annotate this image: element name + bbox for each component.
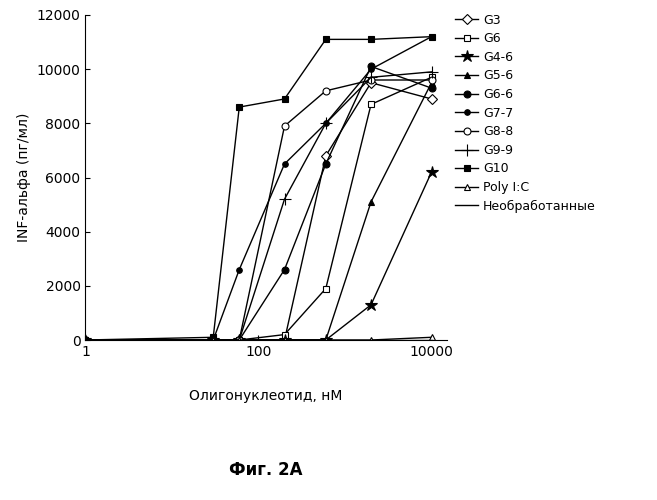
Poly I:C [81,337,89,343]
G4-6 [81,337,89,343]
Line: G3: G3 [82,79,435,344]
G9-9 [235,337,243,343]
Poly I:C [235,337,243,343]
Line: G8-8: G8-8 [82,76,435,344]
Line: G5-6: G5-6 [82,79,435,344]
Poly I:C [428,334,436,340]
Line: G7-7: G7-7 [83,34,434,343]
G7-7 [428,34,436,40]
Line: G6: G6 [82,74,435,344]
G6-6 [81,337,89,343]
G10 [428,34,436,40]
Необработанные [81,337,89,343]
G7-7 [210,337,217,343]
Text: Олигонуклеотид, нМ: Олигонуклеотид, нМ [189,389,343,403]
Poly I:C [367,337,375,343]
G8-8 [428,77,436,83]
Необработанные [428,337,436,343]
G10 [367,36,375,43]
G9-9 [81,337,89,343]
Legend: G3, G6, G4-6, G5-6, G6-6, G7-7, G8-8, G9-9, G10, Poly I:C, Необработанные: G3, G6, G4-6, G5-6, G6-6, G7-7, G8-8, G9… [451,8,600,218]
G4-6 [428,169,436,175]
G5-6 [210,337,217,343]
Необработанные [210,337,217,343]
G6-6 [235,337,243,343]
G3 [281,337,288,343]
G10 [235,104,243,110]
Line: G9-9: G9-9 [80,66,437,345]
Line: G10: G10 [82,33,435,344]
Y-axis label: INF-альфа (пг/мл): INF-альфа (пг/мл) [17,113,31,242]
Poly I:C [210,337,217,343]
G5-6 [81,337,89,343]
G3 [367,80,375,86]
G10 [210,334,217,340]
G4-6 [367,302,375,308]
Text: Фиг. 2А: Фиг. 2А [229,461,303,479]
Line: G6-6: G6-6 [82,63,435,344]
G3 [322,153,330,159]
G6-6 [367,64,375,70]
G7-7 [322,120,330,126]
G9-9 [367,74,375,80]
G9-9 [281,196,288,202]
G6 [81,337,89,343]
Line: G4-6: G4-6 [79,166,438,346]
G7-7 [281,161,288,167]
G10 [322,36,330,43]
G6-6 [322,161,330,167]
Line: Poly I:C: Poly I:C [82,334,435,344]
G9-9 [322,120,330,126]
G6 [428,74,436,80]
G10 [281,96,288,102]
G6-6 [210,337,217,343]
G9-9 [428,69,436,75]
G3 [210,337,217,343]
G6 [322,286,330,292]
G6 [235,337,243,343]
G4-6 [281,337,288,343]
G8-8 [81,337,89,343]
G8-8 [281,123,288,129]
G10 [81,337,89,343]
G6-6 [428,85,436,91]
G7-7 [81,337,89,343]
G3 [235,337,243,343]
G5-6 [235,337,243,343]
G6 [281,332,288,338]
G6-6 [281,266,288,272]
Необработанные [281,337,288,343]
G4-6 [322,337,330,343]
G9-9 [210,337,217,343]
Poly I:C [281,337,288,343]
G6 [210,337,217,343]
G8-8 [367,77,375,83]
G4-6 [210,337,217,343]
Необработанные [235,337,243,343]
Poly I:C [322,337,330,343]
G5-6 [322,337,330,343]
G5-6 [428,80,436,86]
G7-7 [367,66,375,72]
G6 [367,102,375,107]
G5-6 [367,199,375,205]
Необработанные [322,337,330,343]
Необработанные [367,337,375,343]
G3 [81,337,89,343]
G7-7 [235,266,243,272]
G8-8 [322,88,330,94]
G3 [428,96,436,102]
G8-8 [210,337,217,343]
G4-6 [235,337,243,343]
G8-8 [235,337,243,343]
G5-6 [281,337,288,343]
